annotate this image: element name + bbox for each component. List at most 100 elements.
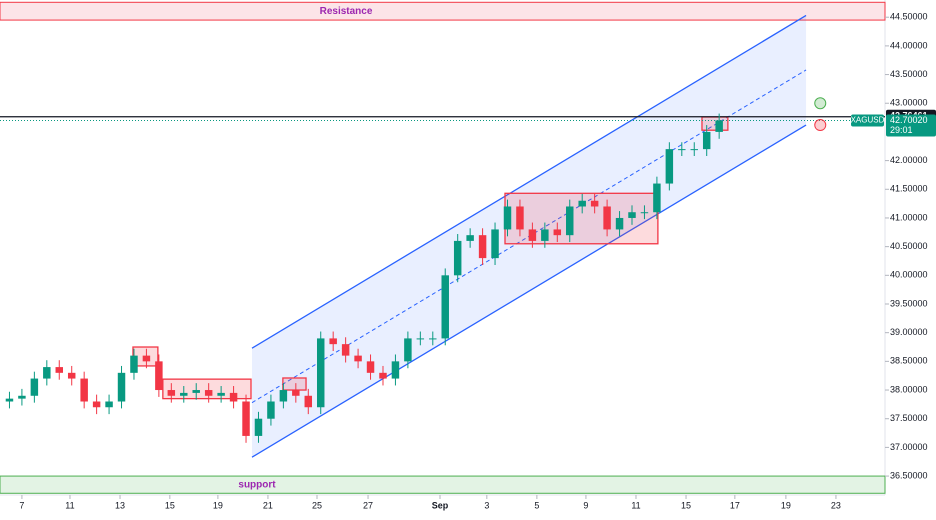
candle-body	[491, 229, 499, 259]
candle-body	[279, 390, 288, 402]
candle-body	[429, 338, 437, 340]
last-price-tag	[886, 114, 936, 137]
candle-body	[441, 275, 449, 339]
candle-body	[30, 378, 39, 396]
y-tick-label: 40.00000	[890, 270, 928, 280]
x-tick-label: 19	[213, 500, 223, 510]
candle-body	[92, 401, 101, 408]
candle-body	[242, 401, 250, 436]
x-tick-label: Sep	[432, 500, 449, 510]
candle-body	[366, 361, 375, 373]
candle-body	[117, 372, 126, 402]
candle-body	[67, 372, 76, 379]
x-tick-label: 17	[730, 500, 740, 510]
x-tick-label: 15	[681, 500, 691, 510]
x-tick-label: 23	[831, 500, 841, 510]
candle-body	[541, 229, 549, 241]
x-tick-label: 5	[534, 500, 539, 510]
y-tick-label: 41.50000	[890, 184, 928, 194]
candle-body	[167, 390, 176, 396]
candle-body	[204, 390, 213, 396]
zone-box	[282, 377, 307, 391]
candle-body	[316, 338, 325, 408]
y-tick-label: 44.00000	[890, 40, 928, 50]
candle-body	[702, 131, 711, 150]
candle-body	[466, 235, 474, 241]
candle-body	[628, 212, 636, 218]
candle-body	[192, 390, 200, 393]
x-tick-label: 15	[165, 500, 175, 510]
y-tick-label: 38.50000	[890, 356, 928, 366]
y-tick-label: 41.00000	[890, 212, 928, 222]
candle-body	[653, 183, 661, 213]
y-tick-label: 43.50000	[890, 69, 928, 79]
channel-lower	[251, 124, 807, 458]
candle-body	[516, 206, 524, 230]
candle-body	[341, 344, 350, 356]
channel-upper	[251, 14, 807, 349]
candle-body	[55, 367, 64, 373]
candle-body	[379, 372, 387, 379]
y-tick-label: 43.00000	[890, 98, 928, 108]
y-tick-label: 44.50000	[890, 12, 928, 22]
candle-body	[5, 398, 14, 402]
y-tick-label: 36.50000	[890, 470, 928, 480]
candle-body	[640, 212, 649, 214]
candle-body	[615, 217, 624, 230]
x-tick-label: 11	[65, 500, 74, 510]
candle-body	[416, 338, 425, 340]
candle-body	[155, 361, 163, 391]
candle-body	[80, 378, 88, 402]
x-tick-label: 11	[631, 500, 640, 510]
candle-body	[267, 401, 275, 419]
candle-body	[478, 235, 487, 259]
candle-body	[292, 390, 300, 396]
candle-body	[229, 392, 238, 402]
y-tick-label: 39.50000	[890, 298, 928, 308]
x-tick-label: 3	[484, 500, 489, 510]
support-band	[0, 475, 886, 494]
candle-body	[715, 120, 723, 132]
y-tick-label: 38.00000	[890, 384, 928, 394]
x-tick-label: 9	[583, 500, 588, 510]
candle-body	[354, 355, 362, 362]
candle-body	[503, 206, 512, 230]
candle-body	[553, 229, 562, 236]
support-label: support	[238, 479, 276, 490]
candle-body	[590, 200, 599, 207]
x-tick-label: 13	[115, 500, 125, 510]
symbol-tag	[851, 114, 884, 127]
zone-box	[701, 116, 729, 131]
candle-body	[217, 392, 225, 396]
candle-body	[690, 149, 698, 151]
candle-body	[142, 355, 151, 362]
symbol-label: XAGUSD	[851, 116, 885, 125]
candle-body	[391, 361, 400, 379]
candle-body	[578, 200, 586, 207]
signal-marker	[814, 97, 827, 110]
x-tick-label: 21	[263, 500, 273, 510]
candle-body	[254, 418, 263, 436]
candle-body	[404, 338, 412, 362]
x-tick-label: 7	[19, 500, 24, 510]
x-tick-label: 25	[312, 500, 322, 510]
resistance-label: Resistance	[320, 6, 373, 17]
last-price: 42.70020	[890, 115, 928, 125]
candle-body	[453, 240, 462, 276]
signal-marker	[814, 119, 827, 132]
y-tick-label: 37.00000	[890, 442, 928, 452]
candle-body	[18, 395, 26, 399]
y-tick-label: 37.50000	[890, 413, 928, 423]
candle-body	[105, 401, 113, 408]
y-tick-label: 39.00000	[890, 327, 928, 337]
candle-body	[130, 355, 138, 373]
resistance-band	[0, 1, 886, 21]
y-tick-label: 40.50000	[890, 241, 928, 251]
candle-body	[566, 206, 574, 236]
candle-body	[603, 206, 611, 230]
candle-body	[329, 338, 337, 345]
candle-body	[528, 229, 537, 241]
candle-body	[304, 395, 313, 408]
candle-body	[180, 392, 188, 396]
